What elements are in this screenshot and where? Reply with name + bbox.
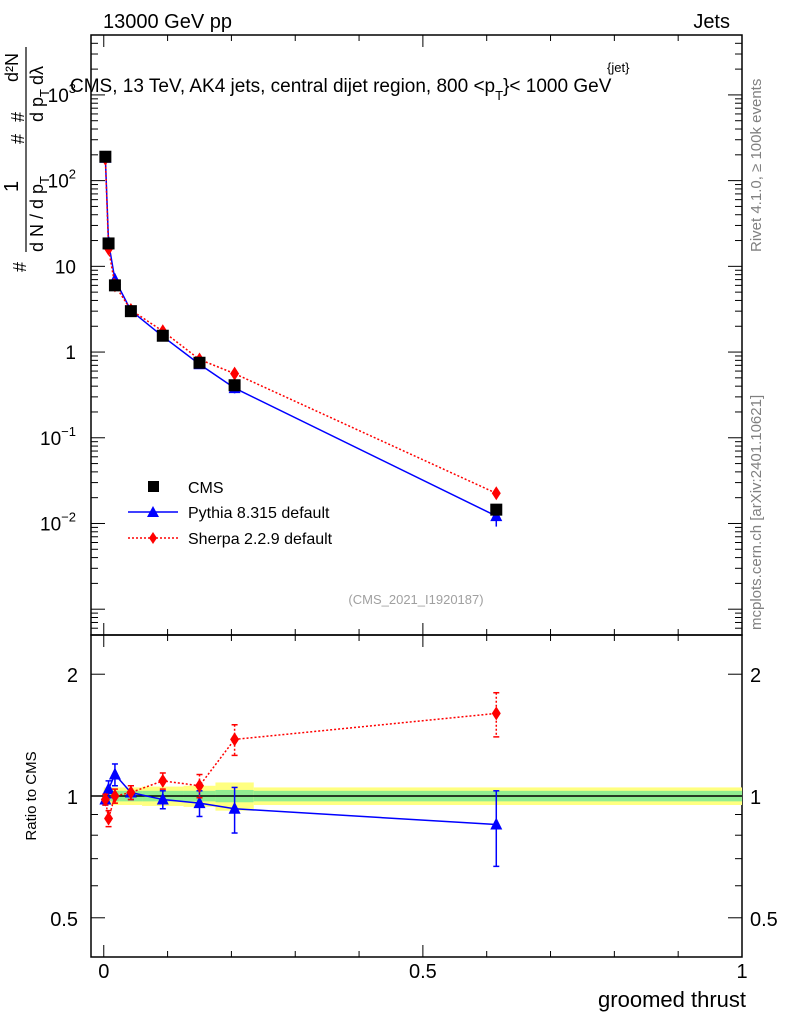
ratio-y-tick-label-right: 0.5 xyxy=(750,909,778,931)
y-tick-label-exp: 3 xyxy=(69,81,76,96)
point-sherpa-2-2-9-default xyxy=(491,486,501,501)
ratio-point-pythia-8-315-default xyxy=(102,782,115,795)
y-tick-label-exp: −2 xyxy=(61,509,76,524)
ratio-point-pythia-8-315-default xyxy=(193,796,206,809)
ratio-y-tick-label-right: 1 xyxy=(750,787,761,809)
ratio-point-sherpa-2-2-9-default xyxy=(491,706,501,721)
y-tick-label-exp: 2 xyxy=(69,167,76,182)
x-tick-label: 0 xyxy=(98,961,109,983)
ratio-y-tick-label: 2 xyxy=(67,665,78,687)
legend-label-sherpa: Sherpa 2.2.9 default xyxy=(188,531,333,548)
y-label-dpT-text: d p xyxy=(27,97,47,122)
x-tick-label: 0.5 xyxy=(409,961,437,983)
series-line-sherpa-2-2-9-default xyxy=(104,158,497,494)
plot-title-sup: {jet} xyxy=(607,60,630,75)
y-tick-label-base: 10 xyxy=(48,86,69,107)
y-tick-label-exp: −1 xyxy=(61,424,76,439)
y-label-T1: T xyxy=(37,176,52,184)
header-energy: 13000 GeV pp xyxy=(103,11,232,33)
x-tick-label: 1 xyxy=(736,961,747,983)
ratio-y-tick-label: 0.5 xyxy=(50,909,78,931)
analysis-watermark: (CMS_2021_I1920187) xyxy=(348,592,483,607)
ratio-axis-label: Ratio to CMS xyxy=(23,751,40,840)
plot-title: CMS, 13 TeV, AK4 jets, central dijet reg… xyxy=(70,76,612,103)
ratio-point-sherpa-2-2-9-default xyxy=(230,732,240,747)
point-cms xyxy=(228,379,241,392)
point-cms xyxy=(193,356,206,369)
plot-title-tail: }< 1000 GeV xyxy=(503,76,612,97)
plot-title-sub: T xyxy=(495,88,503,103)
ratio-point-sherpa-2-2-9-default xyxy=(110,789,120,803)
ratio-point-sherpa-2-2-9-default xyxy=(158,773,168,788)
point-cms xyxy=(99,150,112,163)
y-label-dl: dλ xyxy=(27,66,47,85)
legend-marker-sherpa xyxy=(149,532,157,544)
y-tick-label-base: 10 xyxy=(48,172,69,193)
point-cms xyxy=(156,329,169,342)
y-tick-label-base: 10 xyxy=(40,514,61,535)
y-tick-label: 102 xyxy=(48,167,76,193)
point-cms xyxy=(108,279,121,292)
ratio-y-tick-label: 1 xyxy=(67,787,78,809)
ratio-point-pythia-8-315-default xyxy=(228,801,241,814)
y-label-hash3: # xyxy=(8,112,28,122)
ratio-y-tick-label-right: 2 xyxy=(750,665,761,687)
y-tick-label-base: 10 xyxy=(40,429,61,450)
mcplots-label: mcplots.cern.ch [arXiv:2401.10621] xyxy=(748,395,765,630)
y-label-dN-text: d N / d p xyxy=(27,184,47,252)
y-label-one: 1 xyxy=(1,181,23,192)
y-label-d2N: d²N xyxy=(2,53,22,82)
ratio-point-sherpa-2-2-9-default xyxy=(195,778,204,793)
plot-title-main: CMS, 13 TeV, AK4 jets, central dijet reg… xyxy=(70,76,495,97)
point-cms xyxy=(102,237,115,250)
y-label-dpT-dl: d pTdλ xyxy=(27,66,52,122)
y-label-T2: T xyxy=(37,89,52,97)
point-cms xyxy=(490,503,503,516)
ratio-point-sherpa-2-2-9-default xyxy=(104,811,114,826)
legend-marker-cms xyxy=(148,481,159,492)
y-tick-label-base: 10 xyxy=(55,257,76,278)
rivet-version-label: Rivet 4.1.0, ≥ 100k events xyxy=(748,79,765,252)
y-axis-label: # 1 d N / d pT # d²N # d pTdλ xyxy=(1,47,52,272)
y-label-dN-dpT: d N / d pT xyxy=(27,176,52,252)
x-axis-label: groomed thrust xyxy=(598,987,746,1012)
ratio-point-pythia-8-315-default xyxy=(490,817,503,830)
header-jets: Jets xyxy=(693,11,730,33)
y-tick-label: 103 xyxy=(48,81,76,107)
legend-label-pythia: Pythia 8.315 default xyxy=(188,505,330,522)
ratio-point-pythia-8-315-default xyxy=(156,792,169,805)
legend-label-cms: CMS xyxy=(188,480,224,497)
y-label-hash1: # xyxy=(10,262,30,272)
ratio-point-sherpa-2-2-9-default xyxy=(126,785,136,800)
y-tick-label: 10−2 xyxy=(40,509,76,535)
point-cms xyxy=(124,305,137,318)
y-tick-label: 10 xyxy=(55,257,76,278)
point-sherpa-2-2-9-default xyxy=(230,366,240,381)
y-tick-label: 10−1 xyxy=(40,424,76,450)
y-tick-label: 1 xyxy=(65,343,76,364)
legend: CMS Pythia 8.315 default Sherpa 2.2.9 de… xyxy=(128,480,333,548)
legend-marker-pythia xyxy=(147,506,159,517)
y-tick-label-base: 1 xyxy=(65,343,76,364)
ratio-point-sherpa-2-2-9-default xyxy=(100,792,110,807)
y-label-hash2: # xyxy=(8,134,28,144)
ratio-point-pythia-8-315-default xyxy=(108,767,121,780)
